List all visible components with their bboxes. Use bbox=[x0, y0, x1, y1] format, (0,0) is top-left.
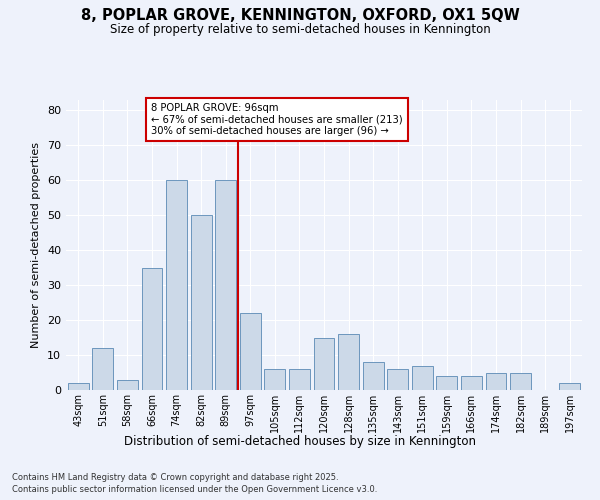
Bar bbox=[289, 369, 310, 390]
Text: Distribution of semi-detached houses by size in Kennington: Distribution of semi-detached houses by … bbox=[124, 435, 476, 448]
Bar bbox=[191, 216, 212, 390]
Bar bbox=[559, 383, 580, 390]
Bar bbox=[240, 313, 261, 390]
Text: Contains public sector information licensed under the Open Government Licence v3: Contains public sector information licen… bbox=[12, 485, 377, 494]
Bar bbox=[68, 383, 89, 390]
Text: 8, POPLAR GROVE, KENNINGTON, OXFORD, OX1 5QW: 8, POPLAR GROVE, KENNINGTON, OXFORD, OX1… bbox=[80, 8, 520, 22]
Y-axis label: Number of semi-detached properties: Number of semi-detached properties bbox=[31, 142, 41, 348]
Bar bbox=[314, 338, 334, 390]
Text: 8 POPLAR GROVE: 96sqm
← 67% of semi-detached houses are smaller (213)
30% of sem: 8 POPLAR GROVE: 96sqm ← 67% of semi-deta… bbox=[151, 103, 403, 136]
Bar bbox=[362, 362, 383, 390]
Bar bbox=[436, 376, 457, 390]
Bar bbox=[166, 180, 187, 390]
Bar bbox=[510, 372, 531, 390]
Bar bbox=[215, 180, 236, 390]
Bar bbox=[117, 380, 138, 390]
Bar bbox=[142, 268, 163, 390]
Bar bbox=[461, 376, 482, 390]
Bar bbox=[485, 372, 506, 390]
Bar bbox=[265, 369, 286, 390]
Bar bbox=[412, 366, 433, 390]
Text: Size of property relative to semi-detached houses in Kennington: Size of property relative to semi-detach… bbox=[110, 22, 490, 36]
Bar bbox=[338, 334, 359, 390]
Bar bbox=[387, 369, 408, 390]
Text: Contains HM Land Registry data © Crown copyright and database right 2025.: Contains HM Land Registry data © Crown c… bbox=[12, 472, 338, 482]
Bar bbox=[92, 348, 113, 390]
